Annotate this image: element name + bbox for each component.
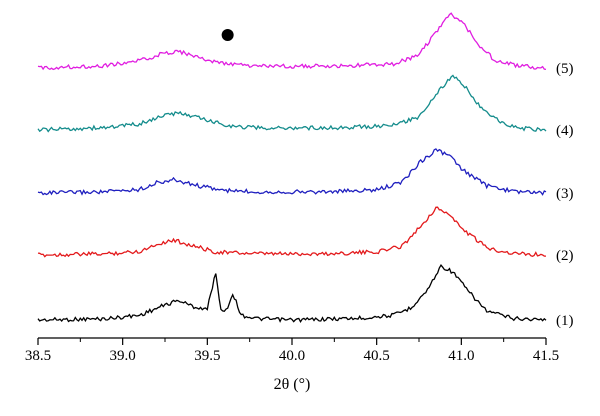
x-tick-label: 40.0 [279,348,305,364]
x-axis-title: 2θ (°) [274,376,311,393]
series-label-2: (2) [556,248,574,264]
series-label-1: (1) [556,313,574,329]
x-tick-label: 41.5 [533,348,559,364]
series-line-4 [37,74,547,133]
series-line-1 [37,263,547,323]
x-tick-label: 41.0 [448,348,474,364]
peak-marker-dot [221,29,234,41]
x-tick-label: 38.5 [25,348,51,364]
series-line-3 [37,148,547,196]
series-labels: (1) (2) (3) (4) (5) [556,61,574,329]
x-tick-label: 39.0 [110,348,136,364]
series-label-4: (4) [556,123,574,139]
marker-layer [221,29,234,41]
series-line-5 [37,12,547,71]
x-axis-ticks: 38.5 39.0 39.5 40.0 40.5 41.0 41.5 [25,338,559,364]
x-tick-label: 40.5 [364,348,390,364]
series-layer [37,12,547,323]
x-tick-label: 39.5 [194,348,220,364]
series-label-3: (3) [556,186,574,202]
series-line-2 [37,206,546,258]
series-label-5: (5) [556,61,574,77]
